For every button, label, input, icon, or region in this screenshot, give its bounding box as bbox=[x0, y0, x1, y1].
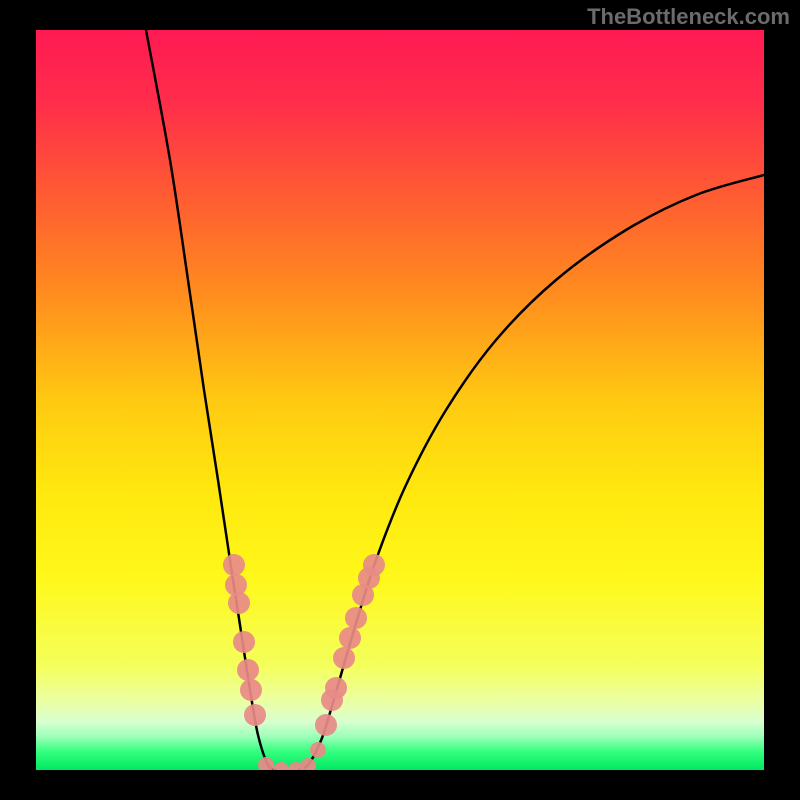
data-marker bbox=[310, 742, 326, 758]
data-marker bbox=[363, 554, 385, 576]
chart-container: TheBottleneck.com bbox=[0, 0, 800, 800]
data-marker bbox=[244, 704, 266, 726]
data-marker bbox=[345, 607, 367, 629]
data-marker bbox=[339, 627, 361, 649]
data-marker bbox=[333, 647, 355, 669]
data-marker bbox=[233, 631, 255, 653]
data-marker bbox=[240, 679, 262, 701]
gradient-background bbox=[36, 30, 764, 770]
chart-svg bbox=[36, 30, 764, 770]
data-marker bbox=[237, 659, 259, 681]
data-marker bbox=[223, 554, 245, 576]
watermark-text: TheBottleneck.com bbox=[587, 4, 790, 30]
data-marker bbox=[315, 714, 337, 736]
data-marker bbox=[228, 592, 250, 614]
data-marker bbox=[325, 677, 347, 699]
plot-area bbox=[36, 30, 764, 770]
